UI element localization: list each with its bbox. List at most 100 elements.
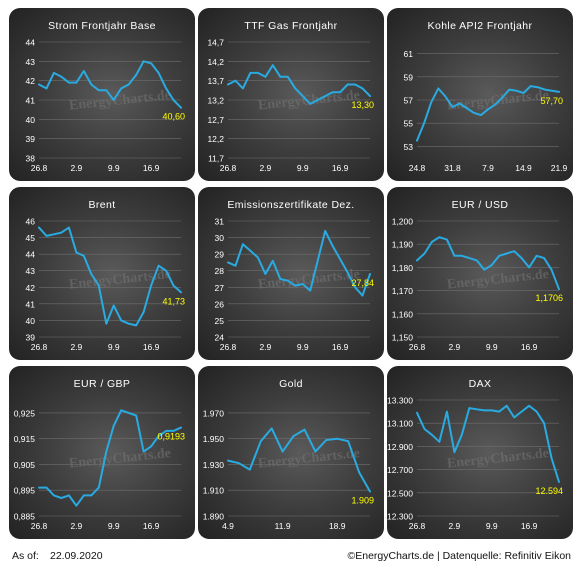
x-tick-label: 2.9 [448, 342, 460, 352]
x-tick-label: 26.8 [220, 342, 237, 352]
chart-panel: EnergyCharts.de 1.970 1.950 1.930 1.910 1.890… [198, 366, 384, 539]
y-tick-label: 0,925 [14, 408, 36, 418]
x-tick-label: 26.8 [409, 342, 426, 352]
x-tick-label: 2.9 [70, 521, 82, 531]
y-tick-label: 27 [215, 283, 225, 293]
y-tick-label: 39 [26, 134, 36, 144]
y-tick-label: 1,170 [392, 286, 414, 296]
y-tick-label: 1,160 [392, 309, 414, 319]
last-value-label: 1,1706 [535, 293, 563, 303]
y-tick-label: 0,895 [14, 486, 36, 496]
y-tick-label: 12,7 [207, 115, 224, 125]
y-tick-label: 13,2 [207, 96, 224, 106]
y-tick-label: 12.500 [387, 488, 413, 498]
y-tick-label: 0,915 [14, 434, 36, 444]
chart-svg: EnergyCharts.de 14,7 14,2 13,7 13,2 12,7 12,2 1… [207, 20, 374, 173]
chart-panel: EnergyCharts.de 13.300 13.100 12.900 12.700 1… [387, 366, 573, 539]
chart-title: Kohle API2 Frontjahr [428, 20, 533, 32]
y-tick-label: 46 [26, 217, 36, 227]
x-tick-label: 26.8 [409, 521, 426, 531]
watermark-text: EnergyCharts.de [68, 446, 171, 472]
last-value-label: 1.909 [351, 496, 374, 506]
watermark-text: EnergyCharts.de [257, 446, 360, 472]
y-tick-label: 1.930 [203, 460, 225, 470]
footer: As of: 22.09.2020 ©EnergyCharts.de | Dat… [0, 542, 579, 569]
y-tick-label: 1,150 [392, 333, 414, 343]
y-tick-label: 41 [26, 96, 36, 106]
watermark-text: EnergyCharts.de [257, 88, 360, 114]
y-tick-label: 1,190 [392, 240, 414, 250]
y-tick-label: 43 [26, 57, 36, 67]
y-tick-label: 53 [404, 142, 414, 152]
watermark-text: EnergyCharts.de [446, 267, 549, 293]
y-tick-label: 1.950 [203, 434, 225, 444]
y-tick-label: 61 [404, 49, 414, 59]
x-tick-label: 24.8 [409, 163, 426, 173]
chart-grid: EnergyCharts.de 44 43 42 41 40 39 38 26.8 2.9 9.9 1… [9, 8, 573, 539]
y-tick-label: 55 [404, 119, 414, 129]
last-value-label: 12.594 [535, 486, 563, 496]
chart-title: TTF Gas Frontjahr [244, 20, 337, 32]
chart-panel: EnergyCharts.de 1,200 1,190 1,180 1,170 1,160… [387, 187, 573, 360]
y-tick-label: 42 [26, 283, 36, 293]
last-value-label: 13,30 [351, 100, 374, 110]
as-of-date: 22.09.2020 [50, 550, 103, 562]
y-tick-label: 1.970 [203, 408, 225, 418]
last-value-label: 41,73 [162, 296, 185, 306]
series-line [38, 409, 182, 507]
series-line [416, 85, 560, 142]
chart-title: Emissionszertifikate Dez. [227, 199, 354, 211]
x-tick-label: 16.9 [143, 521, 160, 531]
chart-title: Strom Frontjahr Base [48, 20, 156, 32]
x-tick-label: 2.9 [70, 163, 82, 173]
y-tick-label: 44 [26, 38, 36, 48]
x-tick-label: 9.9 [297, 342, 309, 352]
x-tick-label: 9.9 [108, 521, 120, 531]
chart-panel: EnergyCharts.de 61 59 57 55 53 24.8 31.8 7.9 14.9… [387, 8, 573, 181]
chart-svg: EnergyCharts.de 1,200 1,190 1,180 1,170 1,160… [392, 199, 563, 352]
x-tick-label: 16.9 [332, 342, 349, 352]
x-tick-label: 26.8 [31, 342, 48, 352]
series-line [227, 229, 371, 297]
y-tick-label: 13.100 [387, 419, 413, 429]
y-tick-label: 41 [26, 299, 36, 309]
y-tick-label: 1,180 [392, 263, 414, 273]
x-tick-label: 9.9 [108, 342, 120, 352]
y-tick-label: 12.900 [387, 442, 413, 452]
x-tick-label: 26.8 [31, 163, 48, 173]
y-tick-label: 12.300 [387, 512, 413, 522]
series-line [38, 60, 182, 109]
y-tick-label: 40 [26, 316, 36, 326]
y-tick-label: 11,7 [208, 154, 224, 164]
x-tick-label: 21.9 [551, 163, 568, 173]
series-line [38, 226, 182, 327]
chart-title: Gold [279, 378, 303, 390]
y-tick-label: 0,905 [14, 460, 36, 470]
x-tick-label: 9.9 [297, 163, 309, 173]
last-value-label: 40,60 [162, 112, 185, 122]
chart-title: DAX [469, 378, 492, 390]
x-tick-label: 26.8 [220, 163, 237, 173]
y-tick-label: 28 [215, 266, 225, 276]
y-tick-label: 45 [26, 233, 36, 243]
y-tick-label: 26 [215, 299, 225, 309]
x-tick-label: 2.9 [70, 342, 82, 352]
series-line [227, 64, 371, 105]
y-tick-label: 12.700 [387, 465, 413, 475]
chart-panel: EnergyCharts.de 14,7 14,2 13,7 13,2 12,7 12,2 1… [198, 8, 384, 181]
y-tick-label: 25 [215, 316, 225, 326]
chart-title: EUR / GBP [74, 378, 131, 390]
chart-svg: EnergyCharts.de 13.300 13.100 12.900 12.700 1… [387, 378, 563, 531]
y-tick-label: 38 [26, 154, 36, 164]
chart-svg: EnergyCharts.de 0,925 0,915 0,905 0,895 0,885… [14, 378, 185, 531]
chart-svg: EnergyCharts.de 1.970 1.950 1.930 1.910 1.890… [203, 378, 374, 531]
y-tick-label: 30 [215, 233, 225, 243]
x-tick-label: 7.9 [482, 163, 494, 173]
x-tick-label: 18.9 [329, 521, 346, 531]
y-tick-label: 14,2 [207, 57, 224, 67]
y-tick-label: 12,2 [207, 134, 224, 144]
